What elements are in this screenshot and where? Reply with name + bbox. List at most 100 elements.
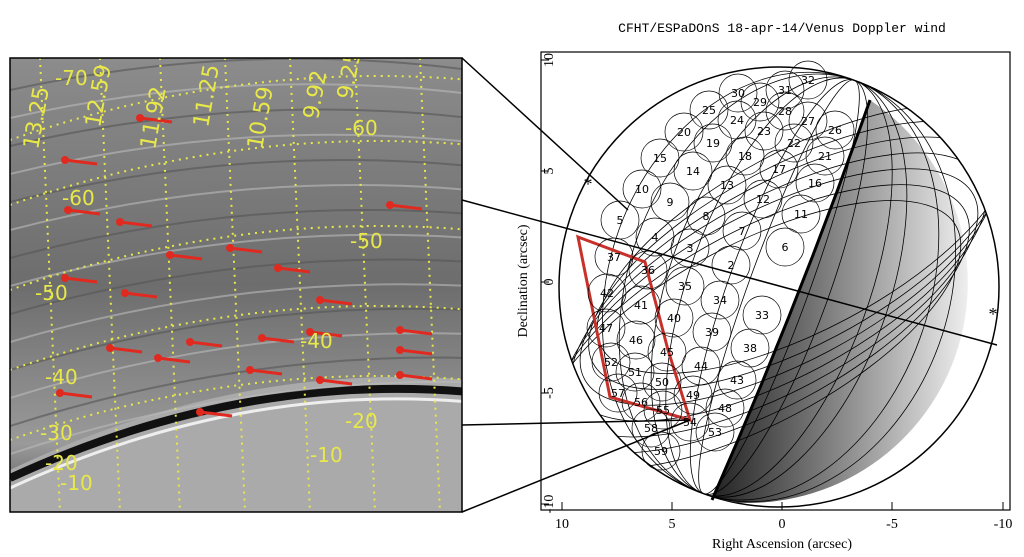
spot-label: 46 xyxy=(629,334,643,347)
inset-image: 13.25 12.59 11.92 11.25 10.59 9.92 9.25-70-60-… xyxy=(10,58,462,512)
cloud-streak xyxy=(10,380,462,455)
spot xyxy=(598,373,638,413)
cloud-streak xyxy=(10,283,462,343)
latitude-label: -10 xyxy=(60,471,93,495)
marker: * xyxy=(584,174,593,194)
wind-arrow xyxy=(199,410,233,418)
spot xyxy=(622,169,662,209)
wind-arrow xyxy=(169,253,203,261)
spot xyxy=(815,110,855,150)
latitude-label: -60 xyxy=(62,186,95,210)
wind-arrow xyxy=(67,208,101,216)
spot-label: 24 xyxy=(730,114,744,127)
x-tick-label: 5 xyxy=(669,517,676,532)
spot-label: 48 xyxy=(718,402,732,415)
y-tick-label: 10 xyxy=(542,53,557,67)
spot xyxy=(788,101,828,141)
latitude-label: -50 xyxy=(35,281,68,305)
wind-arrow-head xyxy=(396,326,404,334)
wind-arrow xyxy=(261,336,295,344)
spot-label: 28 xyxy=(778,105,792,118)
latitude-label: -40 xyxy=(45,365,78,389)
wind-arrow-head xyxy=(196,408,204,416)
spot-label: 15 xyxy=(653,152,667,165)
spot-label: 44 xyxy=(694,360,708,373)
wind-arrow xyxy=(399,373,433,381)
spot xyxy=(765,227,805,267)
spot xyxy=(717,360,757,400)
plot xyxy=(540,51,1011,511)
spot-label: 14 xyxy=(686,165,700,178)
spot-label: 50 xyxy=(655,376,669,389)
wind-arrow xyxy=(229,246,263,254)
spot xyxy=(665,266,705,306)
spot-label: 40 xyxy=(667,312,681,325)
plot-frame xyxy=(540,51,1011,511)
latitude-line xyxy=(588,120,999,390)
wind-arrow xyxy=(189,340,223,348)
wind-arrow-head xyxy=(274,264,282,272)
spot-label: 5 xyxy=(617,214,624,227)
spot xyxy=(742,295,782,335)
latitude-label: -60 xyxy=(345,116,378,140)
wind-arrow xyxy=(249,368,283,376)
wind-arrow-head xyxy=(316,376,324,384)
wind-arrow xyxy=(399,348,433,356)
spot-label: 34 xyxy=(713,294,727,307)
spot xyxy=(765,91,805,131)
latitude-line xyxy=(559,184,970,454)
cloud-streak xyxy=(10,184,462,231)
spot xyxy=(711,245,751,285)
spot-label: 22 xyxy=(787,137,801,150)
spot-label: 42 xyxy=(600,287,614,300)
wind-arrow xyxy=(139,116,173,124)
wind-arrow xyxy=(124,291,158,299)
wind-arrow-head xyxy=(306,328,314,336)
spot xyxy=(621,382,661,422)
spot xyxy=(717,100,757,140)
spot xyxy=(650,182,690,222)
wind-arrow-head xyxy=(154,354,162,362)
wind-arrow-head xyxy=(64,206,72,214)
wind-arrow xyxy=(399,328,433,336)
cloud-streak xyxy=(10,158,462,203)
spot-label: 10 xyxy=(635,183,649,196)
wind-arrow-head xyxy=(121,289,129,297)
spot xyxy=(673,375,713,415)
y-tick-label: -5 xyxy=(542,387,557,399)
spot-label: 18 xyxy=(738,150,752,163)
spot xyxy=(788,60,828,100)
longitude-grid xyxy=(159,58,181,512)
spot-label: 17 xyxy=(772,163,786,176)
wind-arrow xyxy=(157,356,191,364)
spot xyxy=(670,402,710,442)
title: CFHT/ESPaDOnS 18-apr-14/Venus Doppler wi… xyxy=(618,21,946,36)
connector-lines xyxy=(461,57,998,513)
spot-label: 12 xyxy=(756,193,770,206)
spot xyxy=(686,196,726,236)
spot-label: 47 xyxy=(599,322,613,335)
y-axis-label: Declination (arcsec) xyxy=(516,224,531,337)
spot-label: 2 xyxy=(728,259,735,272)
marker: * xyxy=(989,304,998,324)
spot xyxy=(765,70,805,110)
wind-arrow-head xyxy=(316,296,324,304)
spot-label: 6 xyxy=(782,241,789,254)
spot-label: 37 xyxy=(607,251,621,264)
inset-frame xyxy=(9,57,463,513)
cloud-streak xyxy=(10,58,462,91)
spot xyxy=(774,123,814,163)
x-tick-label: -5 xyxy=(886,517,898,532)
spot-label: 11 xyxy=(794,208,808,221)
spot-label: 7 xyxy=(739,225,746,238)
x-tick-label: -10 xyxy=(994,517,1013,532)
spot xyxy=(628,250,668,290)
spot xyxy=(692,312,732,352)
x-tick-label: 0 xyxy=(779,517,786,532)
wind-arrow xyxy=(277,266,311,274)
cloud-streak xyxy=(10,332,462,399)
spot xyxy=(705,388,745,428)
longitude-grid xyxy=(354,58,376,512)
spot xyxy=(707,165,747,205)
